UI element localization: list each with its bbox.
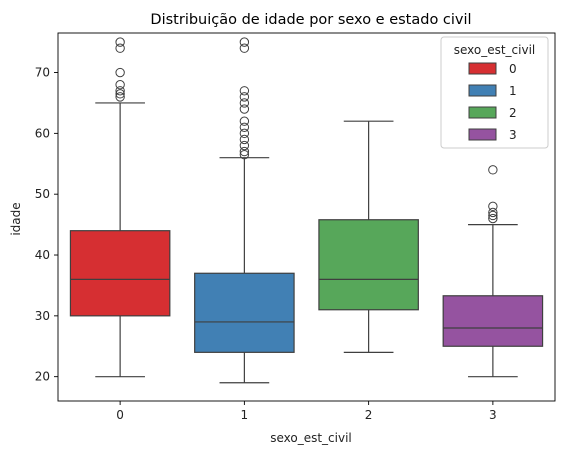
legend-swatch	[468, 62, 497, 75]
legend-entry-label: 3	[509, 128, 517, 142]
outlier-point	[115, 86, 125, 96]
outlier-point	[115, 37, 125, 47]
plot-frame	[57, 32, 556, 402]
legend-title: sexo_est_civil	[454, 43, 536, 57]
box	[318, 219, 419, 311]
outlier-point	[239, 37, 250, 47]
outlier-point	[239, 128, 250, 139]
outlier-point	[488, 213, 498, 224]
outlier-point	[239, 149, 250, 160]
outlier-point	[488, 165, 498, 175]
y-tick-label: 20	[35, 370, 50, 384]
outlier-point	[239, 98, 250, 108]
outlier-point	[115, 89, 125, 99]
outlier-point	[115, 92, 125, 102]
x-tick-label: 1	[241, 408, 249, 422]
box	[69, 230, 171, 317]
chart-title: Distribuição de idade por sexo e estado …	[150, 12, 471, 28]
outlier-point	[239, 86, 250, 96]
box-group-0	[69, 37, 171, 378]
outlier-point	[488, 201, 498, 212]
y-tick-label: 40	[35, 248, 50, 262]
y-axis-label: idade	[9, 202, 23, 235]
outlier-point	[115, 67, 125, 78]
outlier-point	[239, 146, 250, 157]
x-tick-label: 3	[489, 408, 497, 422]
legend-swatch	[468, 84, 497, 97]
box-group-3	[442, 165, 544, 378]
x-axis-label: sexo_est_civil	[270, 431, 352, 445]
y-tick-label: 60	[35, 126, 50, 140]
box-group-1	[194, 37, 295, 384]
outlier-point	[239, 140, 250, 151]
x-tick-label: 0	[116, 408, 124, 422]
outlier-point	[239, 122, 250, 132]
x-tick-label: 2	[365, 408, 373, 422]
y-tick-label: 30	[35, 309, 50, 323]
legend: sexo_est_civil 0 1 2 3	[440, 36, 549, 149]
outlier-point	[239, 116, 250, 126]
box	[194, 272, 295, 353]
legend-entry-label: 0	[509, 62, 517, 76]
y-tick-label: 70	[35, 66, 50, 80]
outlier-point	[239, 134, 250, 145]
legend-swatch	[468, 128, 497, 141]
box	[442, 295, 544, 347]
legend-entry-label: 1	[509, 84, 517, 98]
outlier-point	[115, 43, 125, 53]
outlier-point	[239, 43, 250, 53]
legend-entry-label: 2	[509, 106, 517, 120]
outlier-point	[239, 104, 250, 114]
outlier-point	[488, 207, 498, 218]
outlier-point	[239, 92, 250, 102]
outlier-point	[488, 210, 498, 221]
outlier-point	[115, 80, 125, 90]
y-tick-label: 50	[35, 187, 50, 201]
box-group-2	[318, 120, 419, 353]
legend-swatch	[468, 106, 497, 119]
